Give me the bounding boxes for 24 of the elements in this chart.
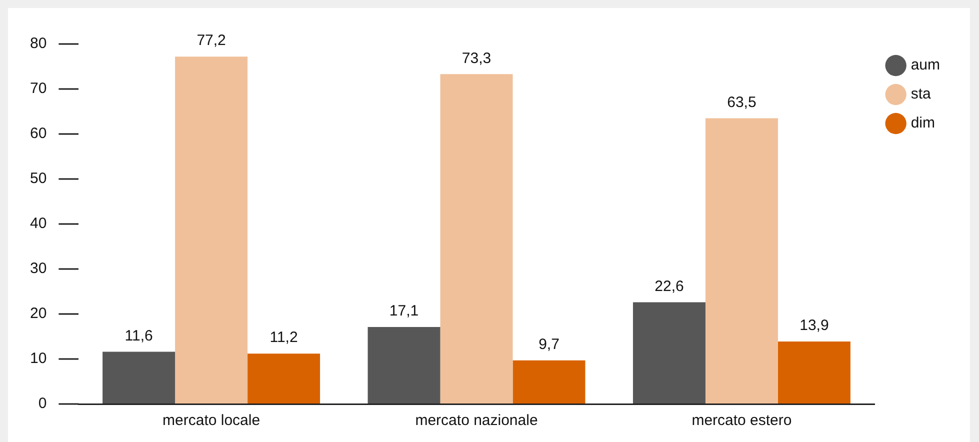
y-tick-label: 0 <box>38 395 47 412</box>
x-tick-label: mercato estero <box>692 412 792 430</box>
data-label: 13,9 <box>800 317 829 334</box>
legend-label: sta <box>910 86 932 103</box>
data-label: 11,6 <box>124 327 153 344</box>
y-tick-label: 80 <box>30 35 47 52</box>
y-tick-label: 60 <box>30 125 47 142</box>
x-tick-label: mercato locale <box>162 412 260 430</box>
x-tick-label: mercato nazionale <box>415 412 538 430</box>
data-label: 73,3 <box>462 50 492 67</box>
data-label: 9,7 <box>538 336 560 353</box>
legend-label: dim <box>910 114 935 132</box>
y-tick-label: 40 <box>30 215 47 232</box>
y-tick-label: 10 <box>30 350 47 368</box>
data-label: 22,6 <box>654 278 684 295</box>
data-label: 11,2 <box>270 329 298 346</box>
y-tick-label: 30 <box>30 260 47 278</box>
y-tick-label: 20 <box>30 305 47 322</box>
y-tick-label: 70 <box>30 80 47 98</box>
legend-label: aum <box>910 56 940 74</box>
data-label: 17,1 <box>389 302 419 320</box>
data-label: 77,2 <box>196 32 226 50</box>
data-label: 63,5 <box>727 94 756 111</box>
y-tick-label: 50 <box>30 170 47 188</box>
